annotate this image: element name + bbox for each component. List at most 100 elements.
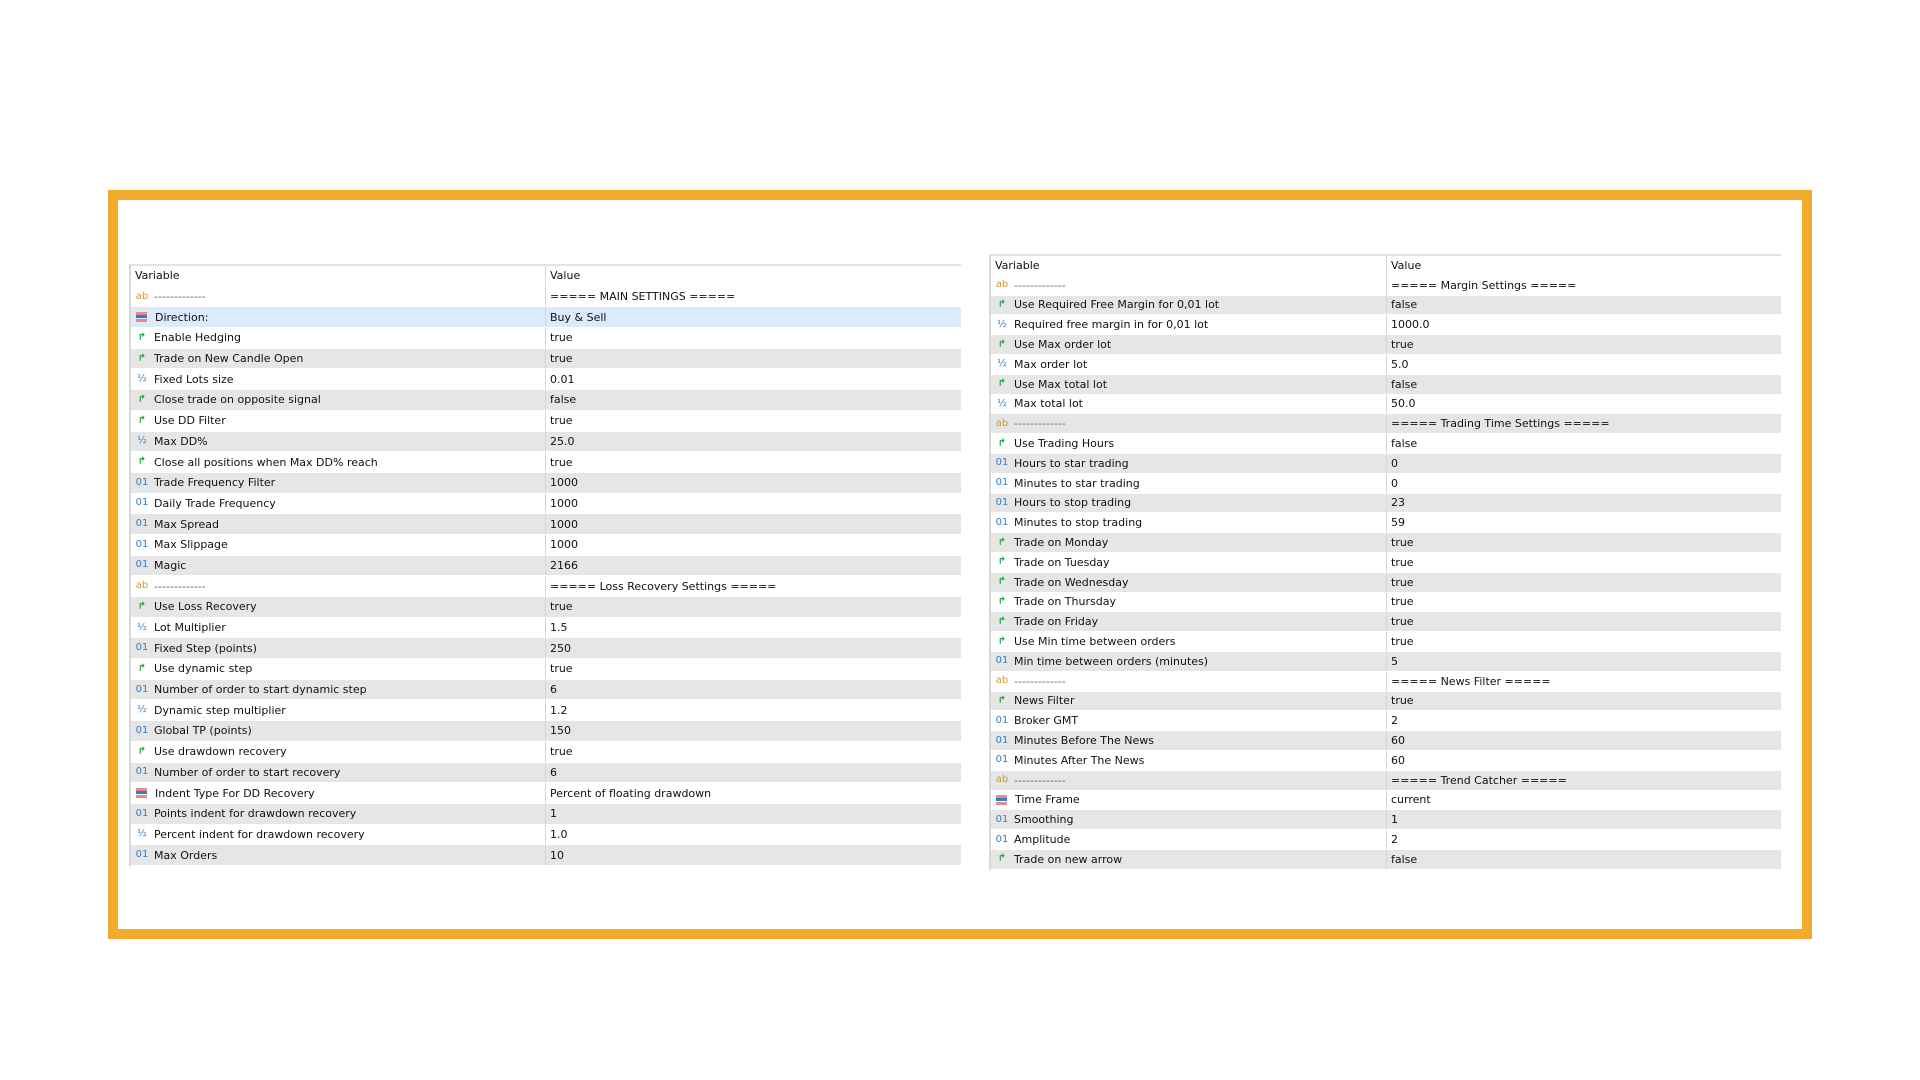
table-row[interactable]: 01 Max Spread 1000 bbox=[131, 514, 961, 535]
table-row[interactable]: Direction: Buy & Sell bbox=[131, 307, 961, 329]
value-cell[interactable]: 1000 bbox=[550, 538, 578, 552]
table-row[interactable]: 01 Smoothing 1 bbox=[991, 810, 1781, 831]
value-cell[interactable]: 250 bbox=[550, 641, 571, 655]
table-row[interactable]: 01 Magic 2166 bbox=[131, 555, 961, 577]
table-row[interactable]: 01 Minutes Before The News 60 bbox=[991, 731, 1781, 751]
table-row[interactable]: 01 Fixed Step (points) 250 bbox=[131, 638, 961, 660]
value-cell[interactable]: current bbox=[1391, 793, 1431, 807]
value-cell[interactable]: 5 bbox=[1391, 654, 1398, 668]
table-row[interactable]: 01 Daily Trade Frequency 1000 bbox=[131, 493, 961, 515]
column-header-value[interactable]: Value bbox=[550, 269, 581, 283]
table-row[interactable]: ab ------------- ===== MAIN SETTINGS ===== bbox=[131, 286, 961, 308]
table-row[interactable]: ↱ Trade on new arrow false bbox=[991, 849, 1781, 870]
value-cell[interactable]: 6 bbox=[550, 683, 557, 697]
table-row[interactable]: ↱ Use Required Free Margin for 0,01 lot fa… bbox=[991, 295, 1781, 316]
value-cell[interactable]: 10 bbox=[550, 848, 564, 862]
table-row[interactable]: ½ Max order lot 5.0 bbox=[991, 354, 1781, 375]
value-cell[interactable]: ===== News Filter ===== bbox=[1391, 674, 1551, 688]
value-cell[interactable]: 1.2 bbox=[550, 703, 568, 717]
table-row[interactable]: 01 Min time between orders (minutes) 5 bbox=[991, 651, 1781, 672]
value-cell[interactable]: 1000.0 bbox=[1391, 318, 1430, 332]
value-cell[interactable]: ===== Loss Recovery Settings ===== bbox=[550, 579, 777, 593]
table-row[interactable]: 01 Minutes After The News 60 bbox=[991, 750, 1781, 771]
value-cell[interactable]: false bbox=[1391, 377, 1418, 391]
table-row[interactable]: 01 Number of order to start recovery 6 bbox=[131, 762, 961, 784]
table-row[interactable]: ab ------------- ===== Loss Recovery Setti… bbox=[131, 576, 961, 597]
value-cell[interactable]: true bbox=[1391, 694, 1414, 708]
value-cell[interactable]: true bbox=[1391, 555, 1414, 569]
value-cell[interactable]: 2 bbox=[1391, 833, 1398, 846]
column-header-variable[interactable]: Variable bbox=[991, 256, 1387, 275]
table-row[interactable]: ½ Max DD% 25.0 bbox=[131, 431, 961, 453]
value-cell[interactable]: 23 bbox=[1391, 496, 1405, 510]
value-cell[interactable]: true bbox=[550, 745, 573, 759]
table-row[interactable]: ½ Fixed Lots size 0.01 bbox=[131, 369, 961, 391]
value-cell[interactable]: 1 bbox=[1391, 813, 1398, 827]
table-row[interactable]: Time Frame current bbox=[991, 790, 1781, 811]
table-row[interactable]: 01 Amplitude 2 bbox=[991, 830, 1781, 850]
value-cell[interactable]: 0.01 bbox=[550, 372, 575, 386]
table-row[interactable]: ↱ Use Max order lot true bbox=[991, 335, 1781, 355]
table-row[interactable]: 01 Global TP (points) 150 bbox=[131, 721, 961, 742]
table-row[interactable]: 01 Hours to stop trading 23 bbox=[991, 493, 1781, 514]
table-row[interactable]: 01 Hours to star trading 0 bbox=[991, 453, 1781, 474]
table-row[interactable]: 01 Minutes to stop trading 59 bbox=[991, 513, 1781, 534]
table-row[interactable]: ↱ Use DD Filter true bbox=[131, 410, 961, 432]
value-cell[interactable]: true bbox=[1391, 635, 1414, 649]
value-cell[interactable]: 6 bbox=[550, 765, 557, 779]
table-row[interactable]: 01 Max Orders 10 bbox=[131, 845, 961, 866]
table-row[interactable]: ↱ Use Max total lot false bbox=[991, 374, 1781, 395]
table-row[interactable]: ab ------------- ===== Trading Time Settin… bbox=[991, 414, 1781, 435]
value-cell[interactable]: 1000 bbox=[550, 517, 578, 531]
value-cell[interactable]: false bbox=[550, 393, 577, 407]
value-cell[interactable]: ===== Trend Catcher ===== bbox=[1391, 773, 1567, 787]
table-row[interactable]: 01 Number of order to start dynamic step 6 bbox=[131, 679, 961, 701]
value-cell[interactable]: true bbox=[550, 331, 573, 345]
value-cell[interactable]: 2166 bbox=[550, 558, 578, 572]
table-row[interactable]: ↱ Use Min time between orders true bbox=[991, 632, 1781, 652]
value-cell[interactable]: 0 bbox=[1391, 476, 1398, 490]
table-row[interactable]: ↱ Trade on Wednesday true bbox=[991, 572, 1781, 593]
table-row[interactable]: ↱ Use Trading Hours false bbox=[991, 434, 1781, 454]
value-cell[interactable]: Buy & Sell bbox=[550, 310, 607, 324]
table-row[interactable]: ↱ Use Loss Recovery true bbox=[131, 597, 961, 618]
table-row[interactable]: ↱ Use drawdown recovery true bbox=[131, 741, 961, 763]
value-cell[interactable]: ===== Margin Settings ===== bbox=[1391, 278, 1577, 292]
value-cell[interactable]: 50.0 bbox=[1391, 397, 1416, 411]
value-cell[interactable]: ===== Trading Time Settings ===== bbox=[1391, 417, 1610, 431]
value-cell[interactable]: 1000 bbox=[550, 496, 578, 510]
table-row[interactable]: 01 Points indent for drawdown recovery 1 bbox=[131, 803, 961, 825]
table-row[interactable]: 01 Broker GMT 2 bbox=[991, 711, 1781, 732]
value-cell[interactable]: ===== MAIN SETTINGS ===== bbox=[550, 290, 736, 304]
value-cell[interactable]: Percent of floating drawdown bbox=[550, 786, 712, 800]
table-row[interactable]: ½ Percent indent for drawdown recovery 1.0 bbox=[131, 824, 961, 846]
table-row[interactable]: ↱ Enable Hedging true bbox=[131, 328, 961, 349]
value-cell[interactable]: 1.0 bbox=[550, 827, 568, 841]
value-cell[interactable]: 60 bbox=[1391, 734, 1405, 748]
value-cell[interactable]: true bbox=[550, 455, 573, 469]
value-cell[interactable]: 1 bbox=[550, 807, 557, 821]
value-cell[interactable]: 60 bbox=[1391, 753, 1405, 767]
value-cell[interactable]: 1000 bbox=[550, 476, 578, 490]
table-row[interactable]: 01 Minutes to star trading 0 bbox=[991, 473, 1781, 494]
table-row[interactable]: 01 Max Slippage 1000 bbox=[131, 534, 961, 556]
table-row[interactable]: ↱ Close trade on opposite signal false bbox=[131, 390, 961, 411]
value-cell[interactable]: true bbox=[550, 662, 573, 676]
value-cell[interactable]: 150 bbox=[550, 724, 571, 738]
table-row[interactable]: ↱ Trade on New Candle Open true bbox=[131, 348, 961, 370]
table-row[interactable]: ↱ Trade on Friday true bbox=[991, 612, 1781, 633]
table-row[interactable]: ½ Required free margin in for 0,01 lot 100… bbox=[991, 315, 1781, 336]
value-cell[interactable]: true bbox=[550, 600, 573, 614]
value-cell[interactable]: 1.5 bbox=[550, 621, 568, 635]
table-row[interactable]: ab ------------- ===== Trend Catcher ===== bbox=[991, 770, 1781, 791]
table-row[interactable]: ½ Dynamic step multiplier 1.2 bbox=[131, 700, 961, 722]
value-cell[interactable]: 59 bbox=[1391, 516, 1405, 530]
table-row[interactable]: ↱ Use dynamic step true bbox=[131, 659, 961, 680]
value-cell[interactable]: true bbox=[550, 414, 573, 428]
table-row[interactable]: ½ Max total lot 50.0 bbox=[991, 394, 1781, 415]
column-header-variable[interactable]: Variable bbox=[131, 266, 546, 286]
value-cell[interactable]: true bbox=[1391, 595, 1414, 609]
table-row[interactable]: ↱ News Filter true bbox=[991, 691, 1781, 712]
table-row[interactable]: ↱ Trade on Thursday true bbox=[991, 592, 1781, 613]
column-header-value[interactable]: Value bbox=[1391, 258, 1422, 272]
